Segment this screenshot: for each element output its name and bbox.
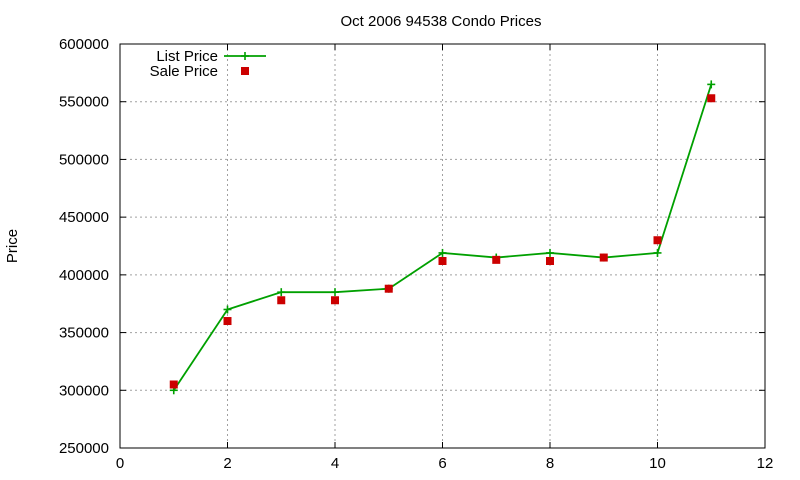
y-tick-label: 450000 [59,209,109,226]
axis-ticks [119,43,766,449]
tick-labels: 0 2 4 6 8 10 12 250000 300000 350000 400000 450000 5… [59,36,773,472]
legend-label-sale-price: Sale Price [150,63,218,80]
series-layer [169,80,716,395]
x-tick-label: 8 [546,455,554,472]
sale-price-point [331,296,339,305]
sale-price-point [438,257,447,266]
y-tick-label: 350000 [59,325,109,342]
sale-price-point [384,284,393,293]
chart-title: Oct 2006 94538 Condo Prices [341,13,542,30]
sale-price-point [223,317,232,326]
legend-label-list-price: List Price [156,48,218,65]
list-price-point [331,288,339,297]
sale-price-point [277,296,286,305]
sale-price-point [169,380,178,389]
x-tick-label: 0 [116,455,124,472]
list-price-point [438,248,447,257]
legend-marker-sale-price [241,67,249,75]
y-tick-label: 300000 [59,382,109,399]
list-price-point [546,248,554,257]
list-price-point [277,288,286,297]
grid-lines [120,44,765,448]
legend-marker-list-price [241,52,249,60]
sale-price-point [653,236,662,245]
list-price-point [653,248,662,257]
x-tick-label: 6 [438,455,446,472]
y-axis-label: Price [4,229,21,263]
y-tick-label: 250000 [59,440,109,457]
sale-price-point [492,255,501,264]
sale-price-point [599,253,608,262]
y-tick-label: 400000 [59,267,109,284]
y-tick-label: 600000 [59,36,109,53]
x-tick-label: 4 [331,455,339,472]
x-tick-label: 10 [649,455,666,472]
y-tick-label: 550000 [59,94,109,111]
y-tick-label: 500000 [59,151,109,168]
x-tick-label: 2 [223,455,231,472]
list-price-point [223,305,232,314]
list-price-point [707,80,716,89]
x-tick-label: 12 [757,455,774,472]
sale-price-point [546,257,554,266]
sale-price-point [707,94,716,103]
